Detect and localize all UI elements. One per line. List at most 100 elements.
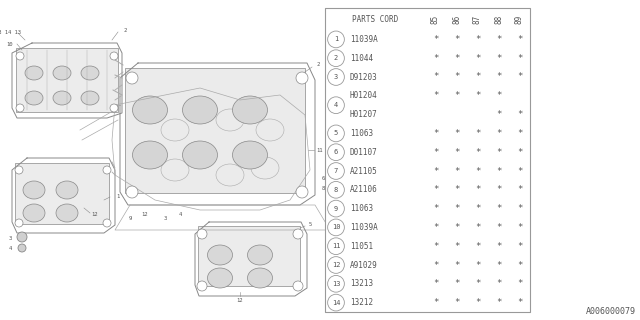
Bar [488,105,509,124]
Text: *: * [496,260,501,269]
Text: 5: 5 [334,131,338,136]
Text: *: * [454,91,459,100]
Bar [325,293,347,312]
Text: D91203: D91203 [350,73,378,82]
Bar [488,30,509,49]
Bar [488,275,509,293]
Text: *: * [454,298,459,307]
Text: *: * [517,166,522,175]
Circle shape [328,219,344,236]
Circle shape [293,229,303,239]
Text: 12: 12 [332,262,340,268]
Ellipse shape [56,204,78,222]
Text: *: * [454,148,459,157]
Text: 86: 86 [452,14,461,24]
Bar [425,293,446,312]
Bar [488,256,509,275]
Text: 11039A: 11039A [350,35,378,44]
Text: A006000079: A006000079 [586,307,636,316]
Text: *: * [433,298,438,307]
Bar [446,218,467,237]
Text: 13: 13 [332,281,340,287]
Text: A21105: A21105 [350,166,378,175]
Text: *: * [517,223,522,232]
Bar [425,180,446,199]
Circle shape [16,52,24,60]
Bar [488,162,509,180]
Ellipse shape [232,96,268,124]
Circle shape [15,219,23,227]
Circle shape [328,97,344,114]
Bar [467,86,488,105]
Bar [425,218,446,237]
Text: *: * [475,166,480,175]
Text: 11063: 11063 [350,204,373,213]
Bar [509,30,530,49]
Text: *: * [517,298,522,307]
Bar [509,237,530,256]
Ellipse shape [132,141,168,169]
Ellipse shape [56,181,78,199]
Text: *: * [433,129,438,138]
Text: 4: 4 [179,212,182,218]
Bar [446,105,467,124]
Text: 11063: 11063 [350,129,373,138]
Bar [488,199,509,218]
Text: *: * [496,54,501,63]
Text: *: * [475,242,480,251]
Ellipse shape [81,91,99,105]
Text: *: * [433,91,438,100]
Text: *: * [454,73,459,82]
Bar [446,143,467,162]
Bar [467,49,488,68]
Text: *: * [454,279,459,288]
Text: 14: 14 [332,300,340,306]
Text: *: * [517,242,522,251]
Ellipse shape [53,66,71,80]
Bar [467,162,488,180]
Text: 4: 4 [334,102,338,108]
Ellipse shape [182,96,218,124]
Text: *: * [433,204,438,213]
Circle shape [328,144,344,161]
Text: *: * [475,73,480,82]
Bar [347,49,425,68]
Bar [509,162,530,180]
Circle shape [16,104,24,112]
Text: 12: 12 [237,298,243,302]
Bar [509,199,530,218]
Bar [425,162,446,180]
Text: 11: 11 [317,148,323,153]
Bar [488,86,509,105]
Bar [488,218,509,237]
Bar [325,237,347,256]
Bar [446,293,467,312]
Text: *: * [475,279,480,288]
Bar [325,143,347,162]
Bar [446,180,467,199]
Text: 8: 8 [334,187,338,193]
Bar [425,237,446,256]
Text: A21106: A21106 [350,185,378,194]
Bar [425,105,446,124]
Text: 13213: 13213 [350,279,373,288]
Bar [467,180,488,199]
Text: *: * [433,242,438,251]
Text: *: * [454,223,459,232]
Bar [509,143,530,162]
Bar [425,256,446,275]
Bar [347,86,425,105]
Text: *: * [454,242,459,251]
Bar [347,162,425,180]
Text: *: * [433,54,438,63]
Bar [509,105,530,124]
Text: 89: 89 [515,14,524,24]
Circle shape [328,200,344,217]
Bar [325,124,347,143]
Bar [446,86,467,105]
Circle shape [110,104,118,112]
Text: 9: 9 [334,206,338,212]
Text: 6: 6 [321,175,324,180]
Text: PARTS CORD: PARTS CORD [352,14,398,23]
Bar [488,293,509,312]
